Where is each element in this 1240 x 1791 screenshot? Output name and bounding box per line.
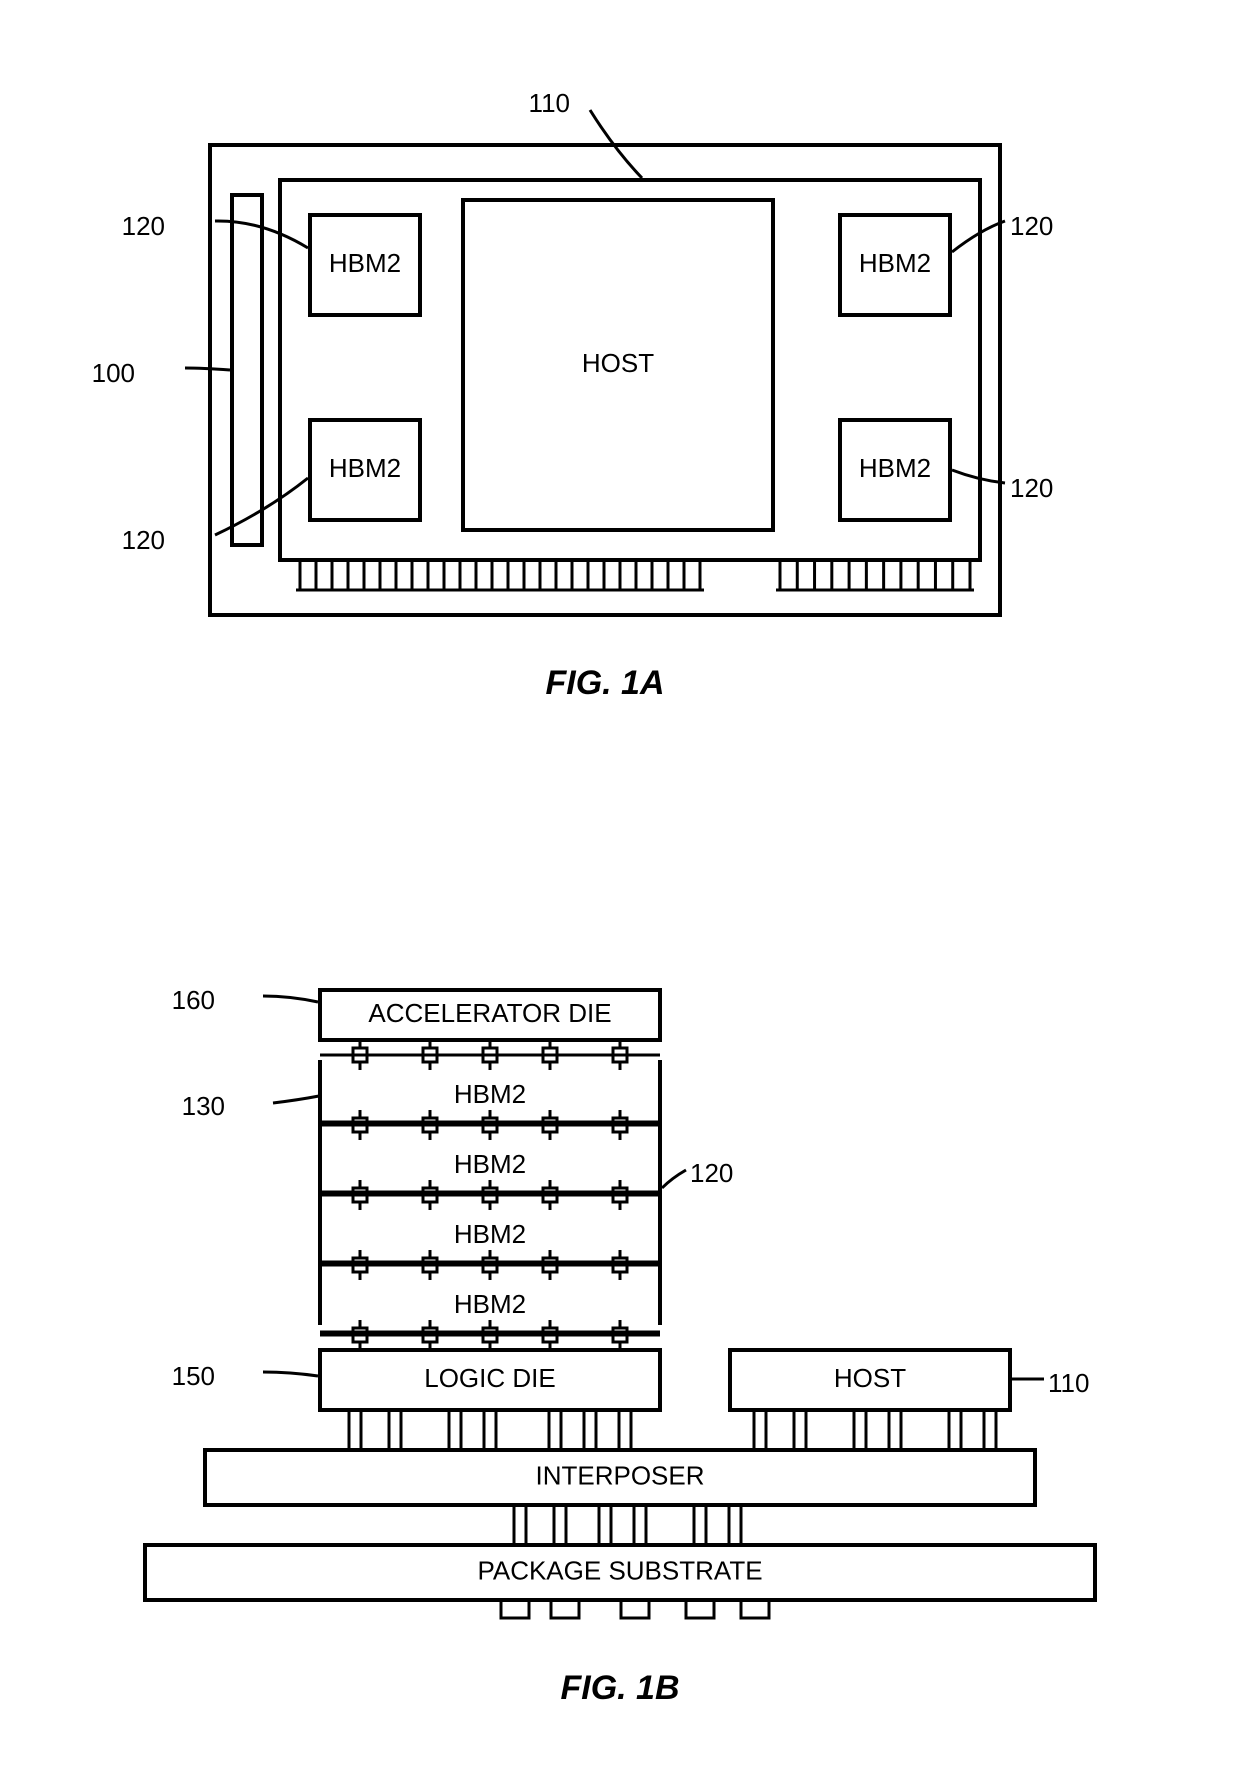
hbm-layer-0-label: HBM2 bbox=[454, 1079, 526, 1109]
solder-pad bbox=[621, 1600, 649, 1618]
ref-130: 130 bbox=[182, 1091, 225, 1121]
ref-120: 120 bbox=[1010, 211, 1053, 241]
ref-120: 120 bbox=[690, 1158, 733, 1188]
solder-pad bbox=[741, 1600, 769, 1618]
ref-120: 120 bbox=[122, 211, 165, 241]
solder-pad bbox=[501, 1600, 529, 1618]
interposer-label: INTERPOSER bbox=[535, 1460, 704, 1490]
hbm-layer-3-label: HBM2 bbox=[454, 1289, 526, 1319]
ref-leader bbox=[263, 996, 318, 1002]
host-label-b: HOST bbox=[834, 1363, 906, 1393]
ref-120: 120 bbox=[122, 525, 165, 555]
ref-160: 160 bbox=[172, 985, 215, 1015]
accelerator-label: ACCELERATOR DIE bbox=[368, 998, 611, 1028]
ref-110: 110 bbox=[529, 88, 570, 118]
hbm-bl-label: HBM2 bbox=[329, 453, 401, 483]
fig1b-caption: FIG. 1B bbox=[560, 1669, 679, 1707]
solder-pad bbox=[551, 1600, 579, 1618]
logic-label: LOGIC DIE bbox=[424, 1363, 555, 1393]
substrate-label: PACKAGE SUBSTRATE bbox=[477, 1555, 762, 1585]
hbm-layer-1-label: HBM2 bbox=[454, 1149, 526, 1179]
ref-110: 110 bbox=[1048, 1368, 1089, 1398]
hbm-tr-label: HBM2 bbox=[859, 248, 931, 278]
ref-150: 150 bbox=[172, 1361, 215, 1391]
ref-leader bbox=[662, 1170, 686, 1188]
ref-120: 120 bbox=[1010, 473, 1053, 503]
host-label: HOST bbox=[582, 348, 654, 378]
ref-100: 100 bbox=[92, 358, 135, 388]
hbm-tl-label: HBM2 bbox=[329, 248, 401, 278]
hbm-br-label: HBM2 bbox=[859, 453, 931, 483]
edge-connector bbox=[232, 195, 262, 545]
fig1a-caption: FIG. 1A bbox=[545, 664, 664, 702]
ref-leader bbox=[263, 1372, 318, 1376]
solder-pad bbox=[686, 1600, 714, 1618]
ref-leader bbox=[273, 1096, 319, 1103]
ref-leader bbox=[185, 368, 230, 370]
hbm-layer-2-label: HBM2 bbox=[454, 1219, 526, 1249]
